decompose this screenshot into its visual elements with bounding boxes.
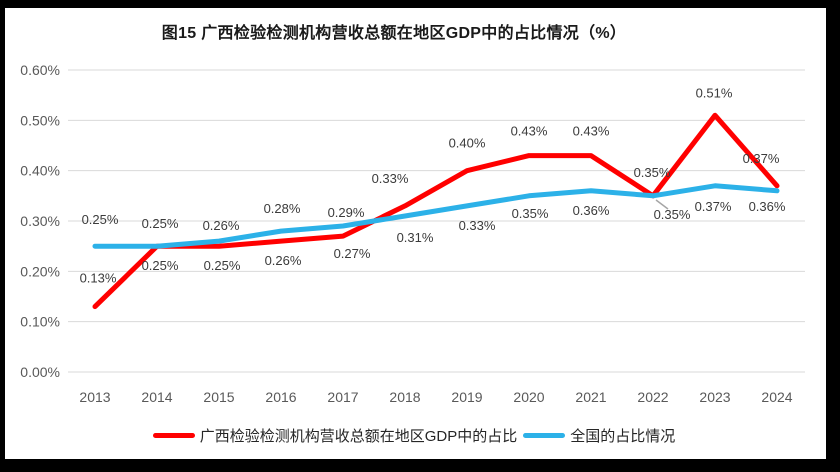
data-label: 0.31%	[397, 230, 434, 245]
y-axis-tick-label: 0.20%	[20, 263, 60, 279]
x-axis-tick-label: 2019	[451, 389, 482, 405]
data-label: 0.37%	[695, 199, 732, 214]
guangxi-series-line	[92, 112, 780, 310]
data-label: 0.13%	[80, 271, 117, 286]
data-label: 0.33%	[459, 218, 496, 233]
y-axis-tick-label: 0.10%	[20, 314, 60, 330]
legend: 广西检验检测机构营收总额在地区GDP中的占比 全国的占比情况	[0, 425, 828, 446]
data-label: 0.35%	[512, 206, 549, 221]
y-axis-tick-label: 0.50%	[20, 112, 60, 128]
data-label: 0.25%	[82, 212, 119, 227]
x-axis-tick-label: 2015	[203, 389, 234, 405]
data-label: 0.27%	[334, 246, 371, 261]
data-label: 0.28%	[264, 201, 301, 216]
data-label: 0.35%	[654, 207, 691, 222]
legend-item-national: 全国的占比情况	[523, 425, 675, 446]
data-label: 0.33%	[372, 171, 409, 186]
data-label: 0.43%	[573, 124, 610, 139]
data-label: 0.40%	[449, 136, 486, 151]
data-label: 0.36%	[749, 199, 786, 214]
legend-label-guangxi: 广西检验检测机构营收总额在地区GDP中的占比	[199, 428, 518, 445]
x-axis-tick-label: 2013	[79, 389, 110, 405]
data-label: 0.43%	[511, 124, 548, 139]
x-axis-tick-label: 2021	[575, 389, 606, 405]
legend-item-guangxi: 广西检验检测机构营收总额在地区GDP中的占比	[152, 425, 518, 446]
legend-label-national: 全国的占比情况	[570, 428, 676, 445]
y-axis-tick-label: 0.40%	[20, 163, 60, 179]
data-label: 0.37%	[743, 151, 780, 166]
chart-title: 图15 广西检验检测机构营收总额在地区GDP中的占比情况（%）	[161, 25, 627, 42]
x-axis-tick-label: 2022	[637, 389, 668, 405]
data-label: 0.29%	[328, 205, 365, 220]
data-label: 0.25%	[142, 216, 179, 231]
data-label: 0.25%	[142, 258, 179, 273]
line-chart-plot-area: 0.00% 0.10% 0.20% 0.30% 0.40% 0.50% 0.60% 2013 2…	[20, 62, 805, 405]
y-axis-tick-label: 0.30%	[20, 213, 60, 229]
legend-line-sample-blue	[523, 433, 566, 438]
x-axis-tick-label: 2024	[761, 389, 792, 405]
data-label: 0.36%	[573, 203, 610, 218]
x-axis-tick-label: 2014	[141, 389, 172, 405]
x-axis-tick-label: 2018	[389, 389, 420, 405]
label-leader-line	[655, 199, 669, 210]
x-axis-tick-label: 2023	[699, 389, 730, 405]
national-series-line	[92, 183, 780, 249]
x-axis-tick-label: 2020	[513, 389, 544, 405]
y-axis-tick-label: 0.60%	[20, 62, 60, 78]
y-axis-tick-label: 0.00%	[20, 364, 60, 380]
x-axis-tick-label: 2016	[265, 389, 296, 405]
legend-line-sample-red	[152, 433, 195, 438]
data-label: 0.35%	[634, 165, 671, 180]
data-label: 0.26%	[265, 253, 302, 268]
x-axis-tick-label: 2017	[327, 389, 358, 405]
data-label: 0.25%	[204, 258, 241, 273]
data-label: 0.51%	[696, 85, 733, 100]
data-label: 0.26%	[203, 218, 240, 233]
